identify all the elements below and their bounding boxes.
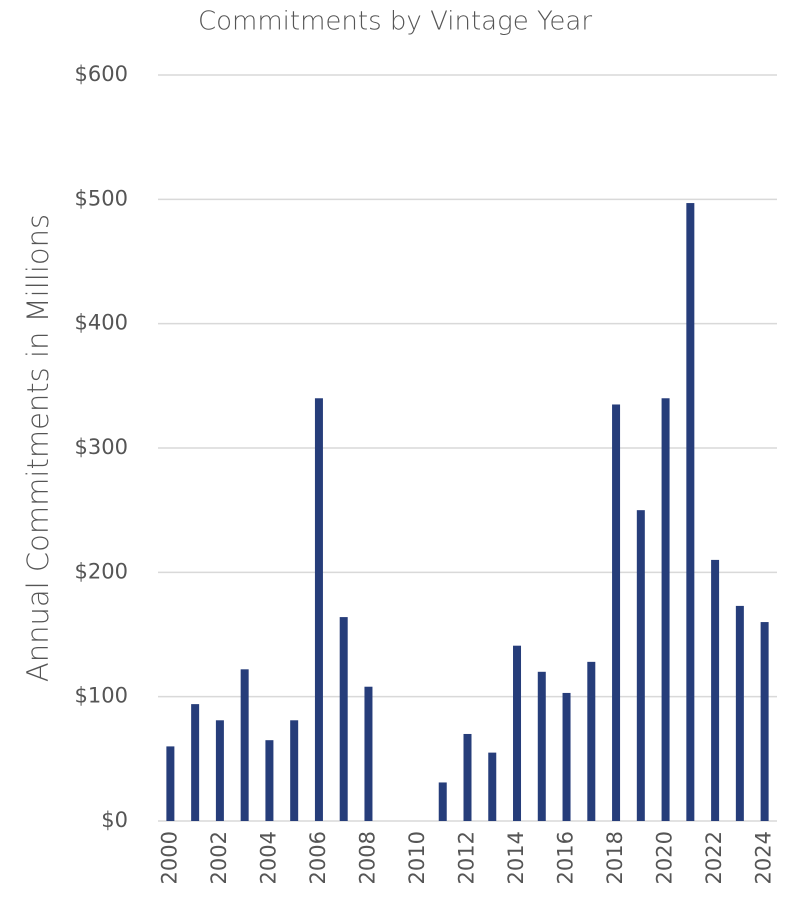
bar <box>562 692 571 821</box>
bar <box>686 203 695 821</box>
y-tick-label: $600 <box>75 62 128 86</box>
y-axis-title: Annual Commitments in Millions <box>21 214 55 682</box>
x-tick-label: 2014 <box>504 831 528 884</box>
bar <box>314 398 323 821</box>
y-tick-label: $100 <box>75 684 128 708</box>
bar <box>438 782 447 821</box>
bar <box>215 720 224 821</box>
x-tick-label: 2008 <box>355 831 379 884</box>
y-tick-label: $0 <box>101 808 128 832</box>
bar <box>339 617 348 821</box>
x-tick-label: 2002 <box>207 831 231 884</box>
bar <box>711 559 720 821</box>
bar <box>612 404 621 821</box>
y-tick-label: $300 <box>75 435 128 459</box>
y-tick-label: $400 <box>75 311 128 335</box>
bar <box>290 720 299 821</box>
x-tick-label: 2020 <box>653 831 677 884</box>
x-tick-label: 2006 <box>306 831 330 884</box>
x-tick-label: 2024 <box>752 831 776 884</box>
bar <box>735 605 744 821</box>
bar <box>191 704 200 821</box>
bar <box>537 671 546 821</box>
x-tick-label: 2012 <box>455 831 479 884</box>
bar <box>166 746 175 821</box>
x-tick-label: 2018 <box>603 831 627 884</box>
bar <box>463 733 472 821</box>
x-tick-label: 2016 <box>554 831 578 884</box>
bar <box>760 622 769 821</box>
bar <box>661 398 670 821</box>
bar <box>488 752 497 821</box>
bar <box>587 661 596 821</box>
x-tick-label: 2000 <box>157 831 181 884</box>
chart-title: Commitments by Vintage Year <box>198 7 592 37</box>
bar <box>364 686 373 821</box>
bar <box>513 645 522 821</box>
bar <box>265 740 274 821</box>
x-tick-label: 2010 <box>405 831 429 884</box>
bar <box>636 510 645 821</box>
x-tick-label: 2004 <box>256 831 280 884</box>
y-tick-label: $500 <box>75 186 128 210</box>
x-tick-label: 2022 <box>702 831 726 884</box>
y-tick-label: $200 <box>75 559 128 583</box>
bar <box>240 669 249 821</box>
